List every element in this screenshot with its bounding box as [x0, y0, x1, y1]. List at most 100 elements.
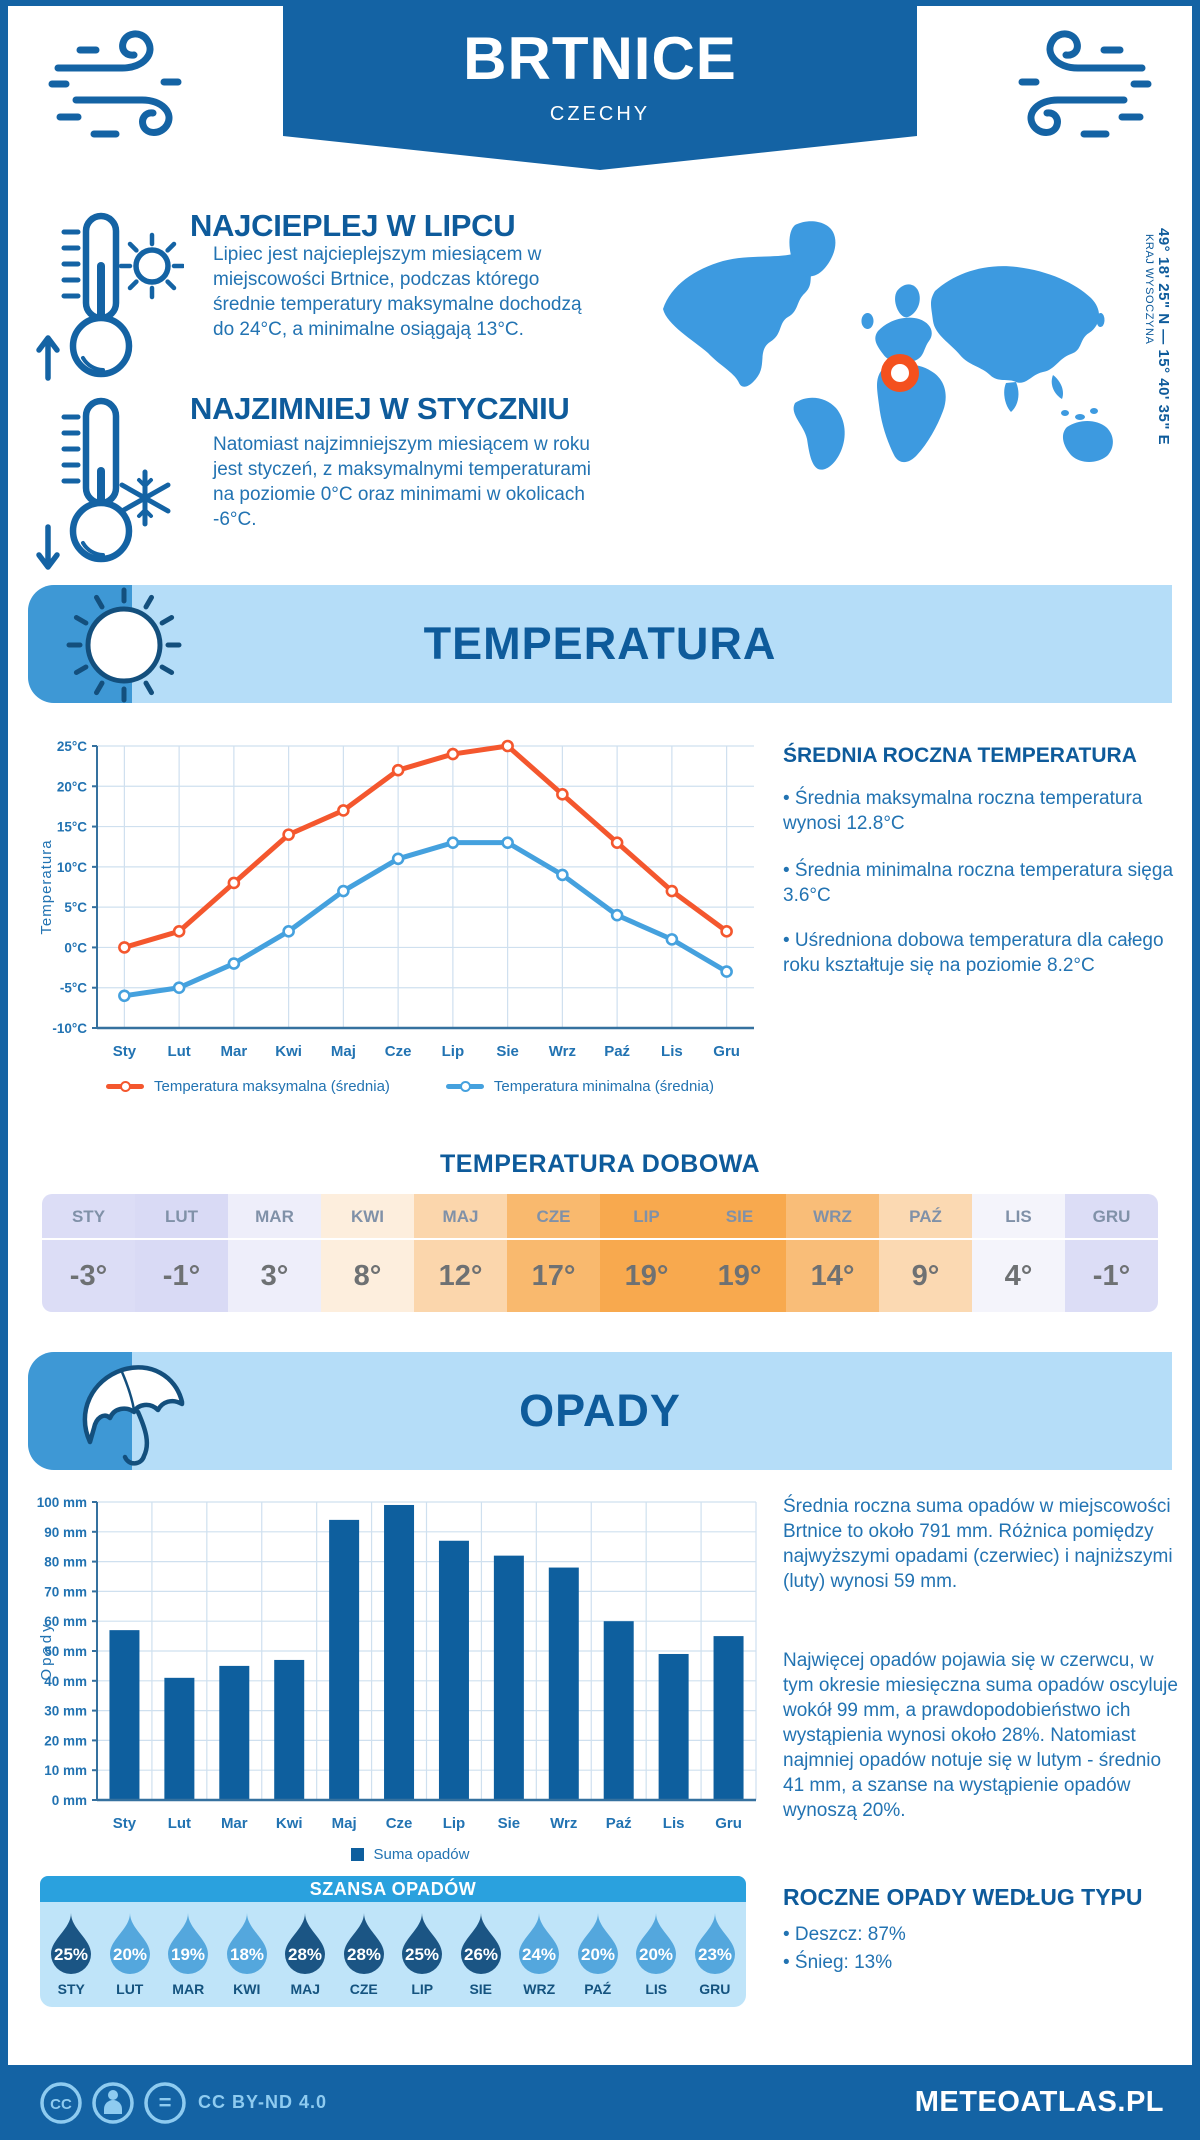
precipitation-type-rain: • Deszcz: 87% [783, 1924, 906, 1945]
x-tick-label: Kwi [275, 1043, 302, 1060]
water-drop-icon: 19% [168, 1913, 209, 1974]
x-tick-label: Paź [604, 1043, 630, 1060]
water-drop-icon: 28% [285, 1913, 326, 1974]
legend-marker-sample [459, 1081, 471, 1092]
drop-shape [694, 1913, 735, 1974]
chance-month-label: SIE [469, 1981, 493, 1997]
daily-table-column: LIS 4° [972, 1194, 1065, 1312]
x-tick-label: Lip [443, 1815, 466, 1832]
data-point [391, 763, 405, 777]
chance-drop-cell: 26% SIE [452, 1910, 511, 1997]
bar [329, 1519, 360, 1800]
x-tick-label: Cze [385, 1043, 412, 1060]
coordinates-block: 49° 18' 25" N — 15° 40' 35" E KRAJ WYSOC… [1143, 228, 1172, 528]
precipitation-para-1: Średnia roczna suma opadów w miejscowośc… [783, 1496, 1173, 1593]
chance-month-label: MAR [172, 1981, 205, 1997]
drop-shape [636, 1913, 677, 1974]
svg-text:CC: CC [50, 2096, 72, 2113]
chance-percent: 24% [522, 1945, 556, 1964]
chance-month-label: LUT [116, 1981, 144, 1997]
daily-table-column: WRZ 14° [786, 1194, 879, 1312]
bar [658, 1653, 689, 1800]
legend-label: Suma opadów [373, 1846, 470, 1863]
svg-text:=: = [159, 2090, 172, 2115]
y-tick-label: 0°C [64, 940, 87, 955]
chance-month-label: CZE [349, 1981, 378, 1997]
precipitation-type-snow: • Śnieg: 13% [783, 1952, 893, 1973]
daily-table-month: CZE [507, 1194, 600, 1240]
chance-percent: 28% [288, 1945, 322, 1964]
data-point [610, 908, 624, 922]
chance-month-label: LIS [645, 1981, 668, 1997]
daily-table-month: STY [42, 1194, 135, 1240]
daily-table-month: MAR [228, 1194, 321, 1240]
data-point [501, 739, 514, 753]
drop-shape [460, 1913, 501, 1974]
chance-drop-cell: 20% LUT [101, 1910, 160, 1997]
bar [109, 1630, 140, 1800]
x-tick-label: Lut [168, 1815, 191, 1832]
daily-table-column: LUT -1° [135, 1194, 228, 1312]
bar [438, 1540, 469, 1800]
chance-month-label: PAŹ [584, 1981, 612, 1997]
chance-drops-row: 25% STY 20% LUT 19% MAR 18% KWI 28% MAJ 28% CZE 25% L… [40, 1902, 746, 2007]
x-tick-label: Lis [661, 1043, 683, 1060]
chance-drop-cell: 19% MAR [159, 1910, 218, 1997]
daily-table-value: 12° [438, 1260, 483, 1292]
data-point [665, 884, 679, 898]
bar [274, 1659, 305, 1800]
daily-table-value: 19° [624, 1260, 669, 1292]
daily-table-month: PAŹ [879, 1194, 972, 1240]
daily-table-column: STY -3° [42, 1194, 135, 1312]
y-axis-title: Opady [38, 1621, 55, 1680]
daily-temperature-title: TEMPERATURA DOBOWA [439, 1150, 761, 1178]
daily-table-column: SIE 19° [693, 1194, 786, 1312]
x-tick-label: Paź [606, 1815, 632, 1832]
x-tick-label: Lut [167, 1043, 190, 1060]
x-tick-label: Gru [715, 1815, 742, 1832]
daily-table-month: KWI [321, 1194, 414, 1240]
chance-month-label: KWI [233, 1981, 261, 1997]
thermometer-snowflake-icon [36, 397, 171, 570]
y-tick-label: 40 mm [44, 1674, 87, 1689]
temperature-line-chart-svg: Sty Lut Mar Kwi Maj Cze Lip Sie Wrz Paź Lis Gru -10°… [38, 739, 754, 1060]
temperature-chart-legend: Temperatura maksymalna (średnia) Temperat… [60, 1078, 760, 1095]
y-tick-label: 20°C [57, 779, 87, 794]
daily-table-month: LIS [972, 1194, 1065, 1240]
data-point [720, 925, 733, 938]
water-drop-icon: 28% [343, 1913, 384, 1974]
chance-drop-cell: 24% WRZ [510, 1910, 569, 1997]
water-drop-icon: 20% [577, 1913, 618, 1974]
precipitation-para-2: Najwięcej opadów pojawia się w czerwcu, … [783, 1650, 1178, 1822]
island-japan [1096, 312, 1105, 328]
bar [164, 1677, 195, 1800]
chance-drop-cell: 20% LIS [627, 1910, 686, 1997]
data-point [446, 836, 460, 849]
chance-drop-cell: 28% MAJ [276, 1910, 335, 1997]
drop-shape [226, 1913, 267, 1974]
header-banner: BRTNICE CZECHY [283, 0, 917, 170]
y-tick-label: 20 mm [44, 1733, 87, 1748]
daily-table-column: LIP 19° [600, 1194, 693, 1312]
precipitation-chart-legend: Suma opadów [60, 1846, 760, 1863]
daily-temperature-table: STY -3° LUT -1° MAR 3° KWI 8° MAJ 12° CZE 17° LIP 19°… [42, 1194, 1158, 1312]
frame-right [1192, 0, 1200, 2140]
data-point [665, 933, 679, 946]
daily-table-month: LIP [600, 1194, 693, 1240]
x-tick-label: Sty [113, 1815, 137, 1832]
wind-icon-left [48, 30, 182, 138]
daily-table-month: MAJ [414, 1194, 507, 1240]
continent-south-america [793, 397, 845, 470]
water-drop-icon: 20% [636, 1913, 677, 1974]
chance-title: SZANSA OPADÓW [40, 1876, 746, 1902]
y-tick-label: 100 mm [37, 1495, 87, 1510]
chance-percent: 25% [54, 1945, 88, 1964]
continent-asia [931, 266, 1100, 383]
daily-table-column: GRU -1° [1065, 1194, 1158, 1312]
legend-marker-sample [119, 1081, 131, 1092]
daily-table-month: WRZ [786, 1194, 879, 1240]
y-tick-label: 50 mm [44, 1644, 87, 1659]
license-label: CC BY-ND 4.0 [198, 2092, 328, 2112]
x-tick-label: Sie [498, 1815, 521, 1832]
